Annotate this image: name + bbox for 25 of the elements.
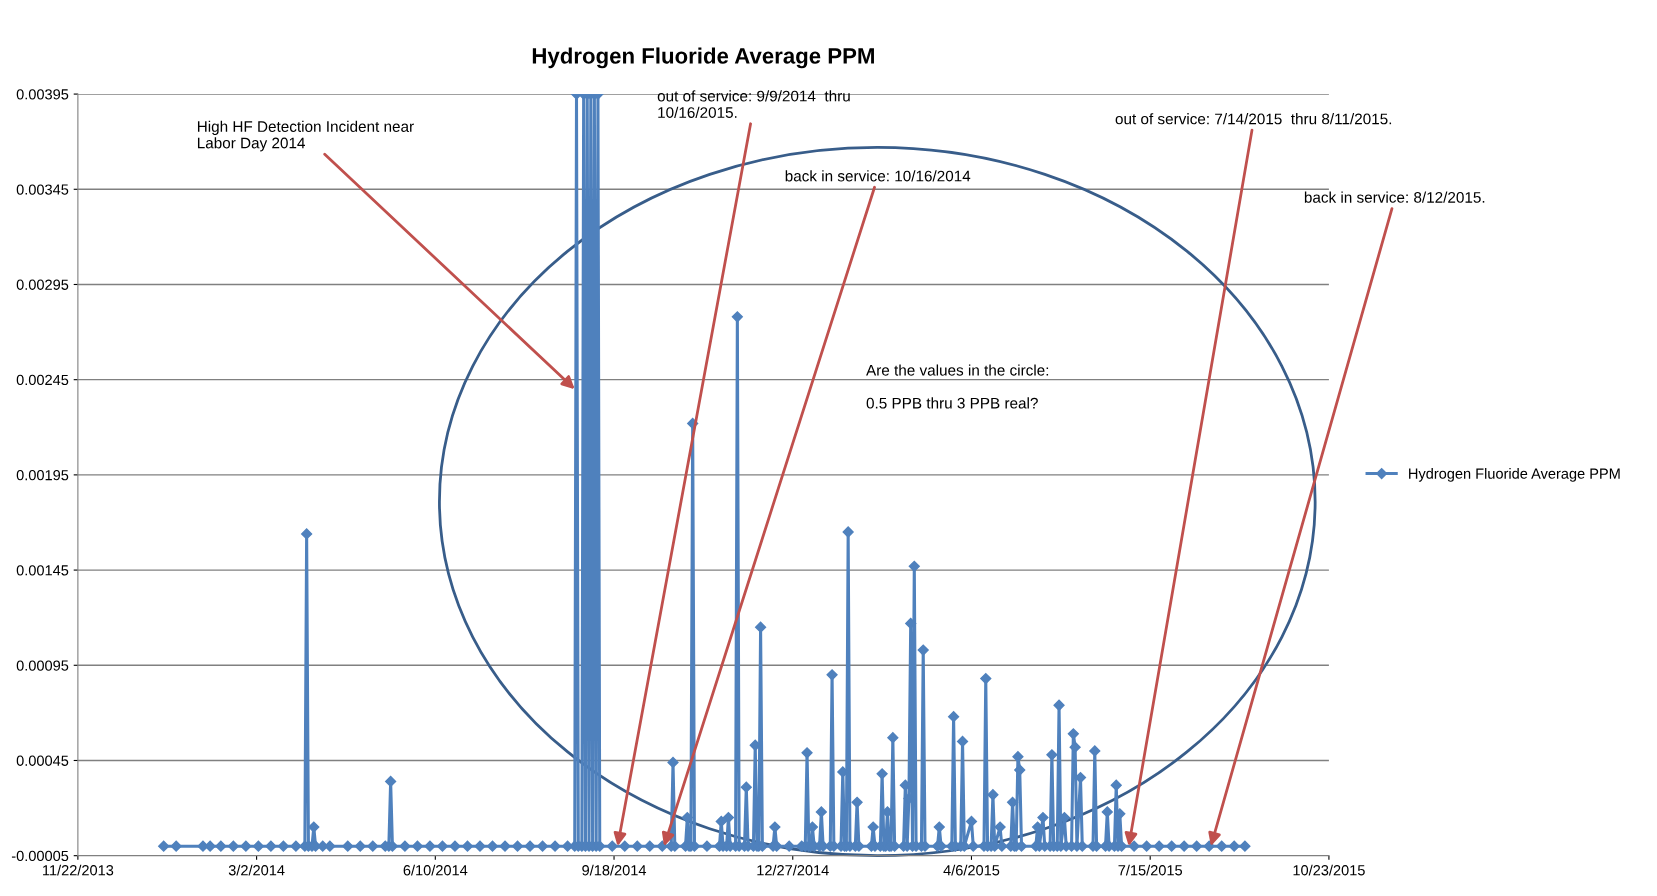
annotation: back in service: 8/12/2015. xyxy=(1304,191,1485,203)
y-tick-label: -0.00005 xyxy=(11,850,69,862)
x-tick-label: 7/15/2015 xyxy=(1118,864,1183,876)
annotation: out of service: 7/14/2015 thru 8/11/2015. xyxy=(1115,113,1392,125)
y-tick-label: 0.00145 xyxy=(16,565,69,576)
annotation: back in service: 10/16/2014 xyxy=(785,170,971,182)
x-tick-label: 10/23/2015 xyxy=(1293,864,1365,876)
x-tick-label: 3/2/2014 xyxy=(228,864,285,876)
x-tick-label: 11/22/2013 xyxy=(43,864,114,876)
x-tick-label: 6/10/2014 xyxy=(403,864,468,876)
text: Are the values in the circle: 0.5 PPB thru 3 PPB real? xyxy=(866,364,1049,409)
chart-title: Hydrogen Fluoride Average PPM xyxy=(532,47,874,69)
x-tick-label: 12/27/2014 xyxy=(757,864,829,876)
x-tick-label: 9/18/2014 xyxy=(582,864,647,876)
y-tick-label: 0.00345 xyxy=(16,184,69,195)
y-tick-label: 0.00195 xyxy=(16,469,69,481)
y-tick-label: 0.00095 xyxy=(16,660,69,671)
annotation: out of service: 9/9/2014 thru 10/16/2015. xyxy=(657,90,850,118)
y-tick-label: 0.00395 xyxy=(16,89,69,100)
annotation: High HF Detection Incident near Labor Day 2014 xyxy=(197,120,414,152)
legend-label: Hydrogen Fluoride Average PPM xyxy=(1409,468,1620,482)
y-tick-label: 0.00245 xyxy=(16,374,69,386)
x-tick-label: 4/6/2015 xyxy=(943,864,1000,876)
y-tick-label: 0.00295 xyxy=(16,279,69,290)
y-tick-label: 0.00045 xyxy=(16,755,69,766)
